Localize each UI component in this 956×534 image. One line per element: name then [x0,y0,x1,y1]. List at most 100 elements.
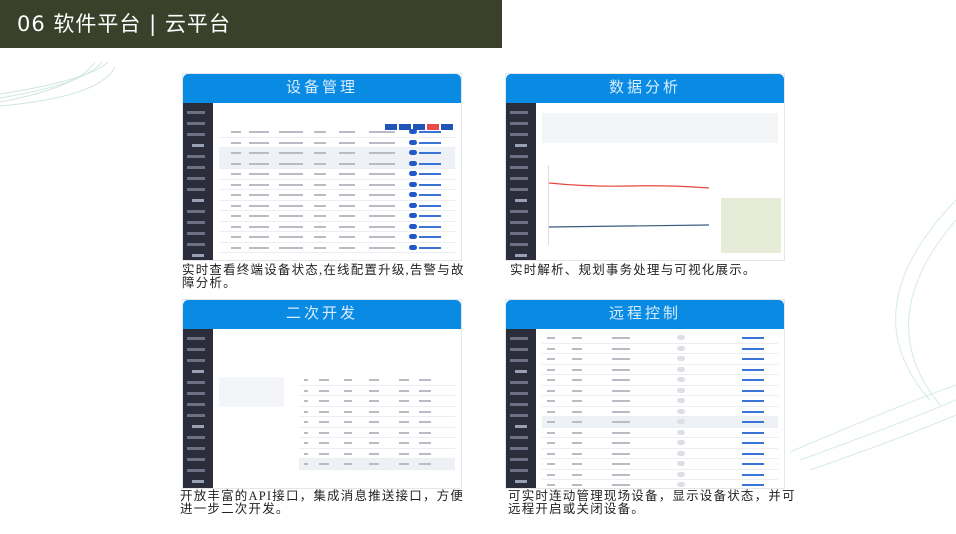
sidebar-item[interactable] [187,458,205,461]
sidebar-item[interactable] [187,392,205,395]
toggle-switch[interactable] [677,345,685,351]
table-row[interactable] [299,449,455,459]
table-row[interactable] [219,201,455,211]
sidebar-item[interactable] [510,392,528,395]
action-link[interactable] [419,236,441,238]
toggle-switch[interactable] [677,356,685,361]
sidebar-item[interactable] [187,243,205,246]
sidebar-item[interactable] [192,199,204,202]
sidebar-item[interactable] [510,155,528,158]
sidebar-item[interactable] [515,425,527,428]
action-link[interactable] [742,368,764,371]
table-row[interactable] [299,459,455,470]
table-row[interactable] [219,180,455,190]
table-row[interactable] [219,190,455,201]
sidebar-item[interactable] [192,144,204,147]
sidebar-item[interactable] [510,232,528,235]
sidebar-item[interactable] [515,144,527,147]
action-link[interactable] [742,463,764,465]
action-link[interactable] [419,194,441,196]
sidebar-item[interactable] [510,122,528,125]
sidebar-item[interactable] [187,359,205,362]
sidebar-item[interactable] [187,414,205,417]
toggle-switch[interactable] [409,202,417,208]
toggle-switch[interactable] [677,440,685,445]
table-row[interactable] [299,438,455,449]
action-link[interactable] [742,379,764,381]
toggle-switch[interactable] [677,366,685,372]
action-link[interactable] [742,410,764,413]
toggle-switch[interactable] [677,419,685,424]
toggle-switch[interactable] [409,192,417,197]
sidebar-item[interactable] [510,348,528,351]
table-row[interactable] [299,396,455,407]
table-row[interactable] [542,333,778,344]
action-link[interactable] [742,347,764,350]
sidebar-item[interactable] [187,111,205,114]
sidebar-item[interactable] [192,425,204,428]
sidebar-item[interactable] [192,480,204,483]
toggle-switch[interactable] [409,129,417,134]
action-link[interactable] [742,400,764,402]
toggle-switch[interactable] [409,171,417,176]
action-link[interactable] [419,204,441,207]
toggle-switch[interactable] [677,387,685,393]
table-row[interactable] [299,375,455,386]
table-row[interactable] [542,449,778,459]
sidebar-item[interactable] [187,348,205,351]
table-row[interactable] [299,407,455,417]
action-link[interactable] [419,183,441,186]
sidebar-item[interactable] [510,469,528,472]
sidebar-item[interactable] [510,381,528,384]
toggle-switch[interactable] [409,181,417,187]
sidebar-item[interactable] [510,166,528,169]
table-row[interactable] [542,365,778,375]
table-row[interactable] [219,222,455,232]
toggle-switch[interactable] [677,398,685,403]
table-row[interactable] [542,428,778,438]
sidebar-item[interactable] [187,188,205,191]
action-link[interactable] [419,141,441,144]
action-link[interactable] [742,452,764,455]
toggle-switch[interactable] [409,150,417,155]
table-row[interactable] [299,386,455,396]
table-row[interactable] [542,417,778,428]
toggle-switch[interactable] [677,429,685,435]
sidebar-item[interactable] [510,111,528,114]
table-row[interactable] [219,243,455,253]
sidebar-item[interactable] [510,177,528,180]
sidebar-item[interactable] [187,403,205,406]
sidebar-item[interactable] [515,370,527,373]
table-row[interactable] [219,127,455,138]
table-row[interactable] [542,344,778,354]
sidebar-item[interactable] [192,254,204,257]
table-row[interactable] [219,169,455,180]
toggle-switch[interactable] [409,234,417,239]
sidebar-item[interactable] [187,210,205,213]
toggle-switch[interactable] [677,482,685,487]
action-link[interactable] [742,473,764,476]
sidebar-item[interactable] [187,447,205,450]
sidebar-item[interactable] [187,436,205,439]
action-link[interactable] [419,246,441,249]
sidebar-item[interactable] [187,381,205,384]
action-link[interactable] [742,337,764,339]
sidebar-item[interactable] [510,337,528,340]
table-row[interactable] [542,459,778,470]
sidebar-item[interactable] [187,337,205,340]
toggle-switch[interactable] [677,450,685,456]
action-link[interactable] [742,389,764,392]
toggle-switch[interactable] [409,244,417,250]
action-link[interactable] [742,431,764,434]
action-link[interactable] [419,225,441,228]
action-link[interactable] [742,421,764,423]
sidebar-item[interactable] [187,232,205,235]
table-row[interactable] [542,375,778,386]
toggle-switch[interactable] [677,408,685,414]
table-row[interactable] [542,354,778,365]
action-link[interactable] [742,358,764,360]
table-row[interactable] [219,232,455,243]
toggle-switch[interactable] [409,160,417,166]
action-link[interactable] [419,215,441,217]
sidebar-item[interactable] [192,370,204,373]
